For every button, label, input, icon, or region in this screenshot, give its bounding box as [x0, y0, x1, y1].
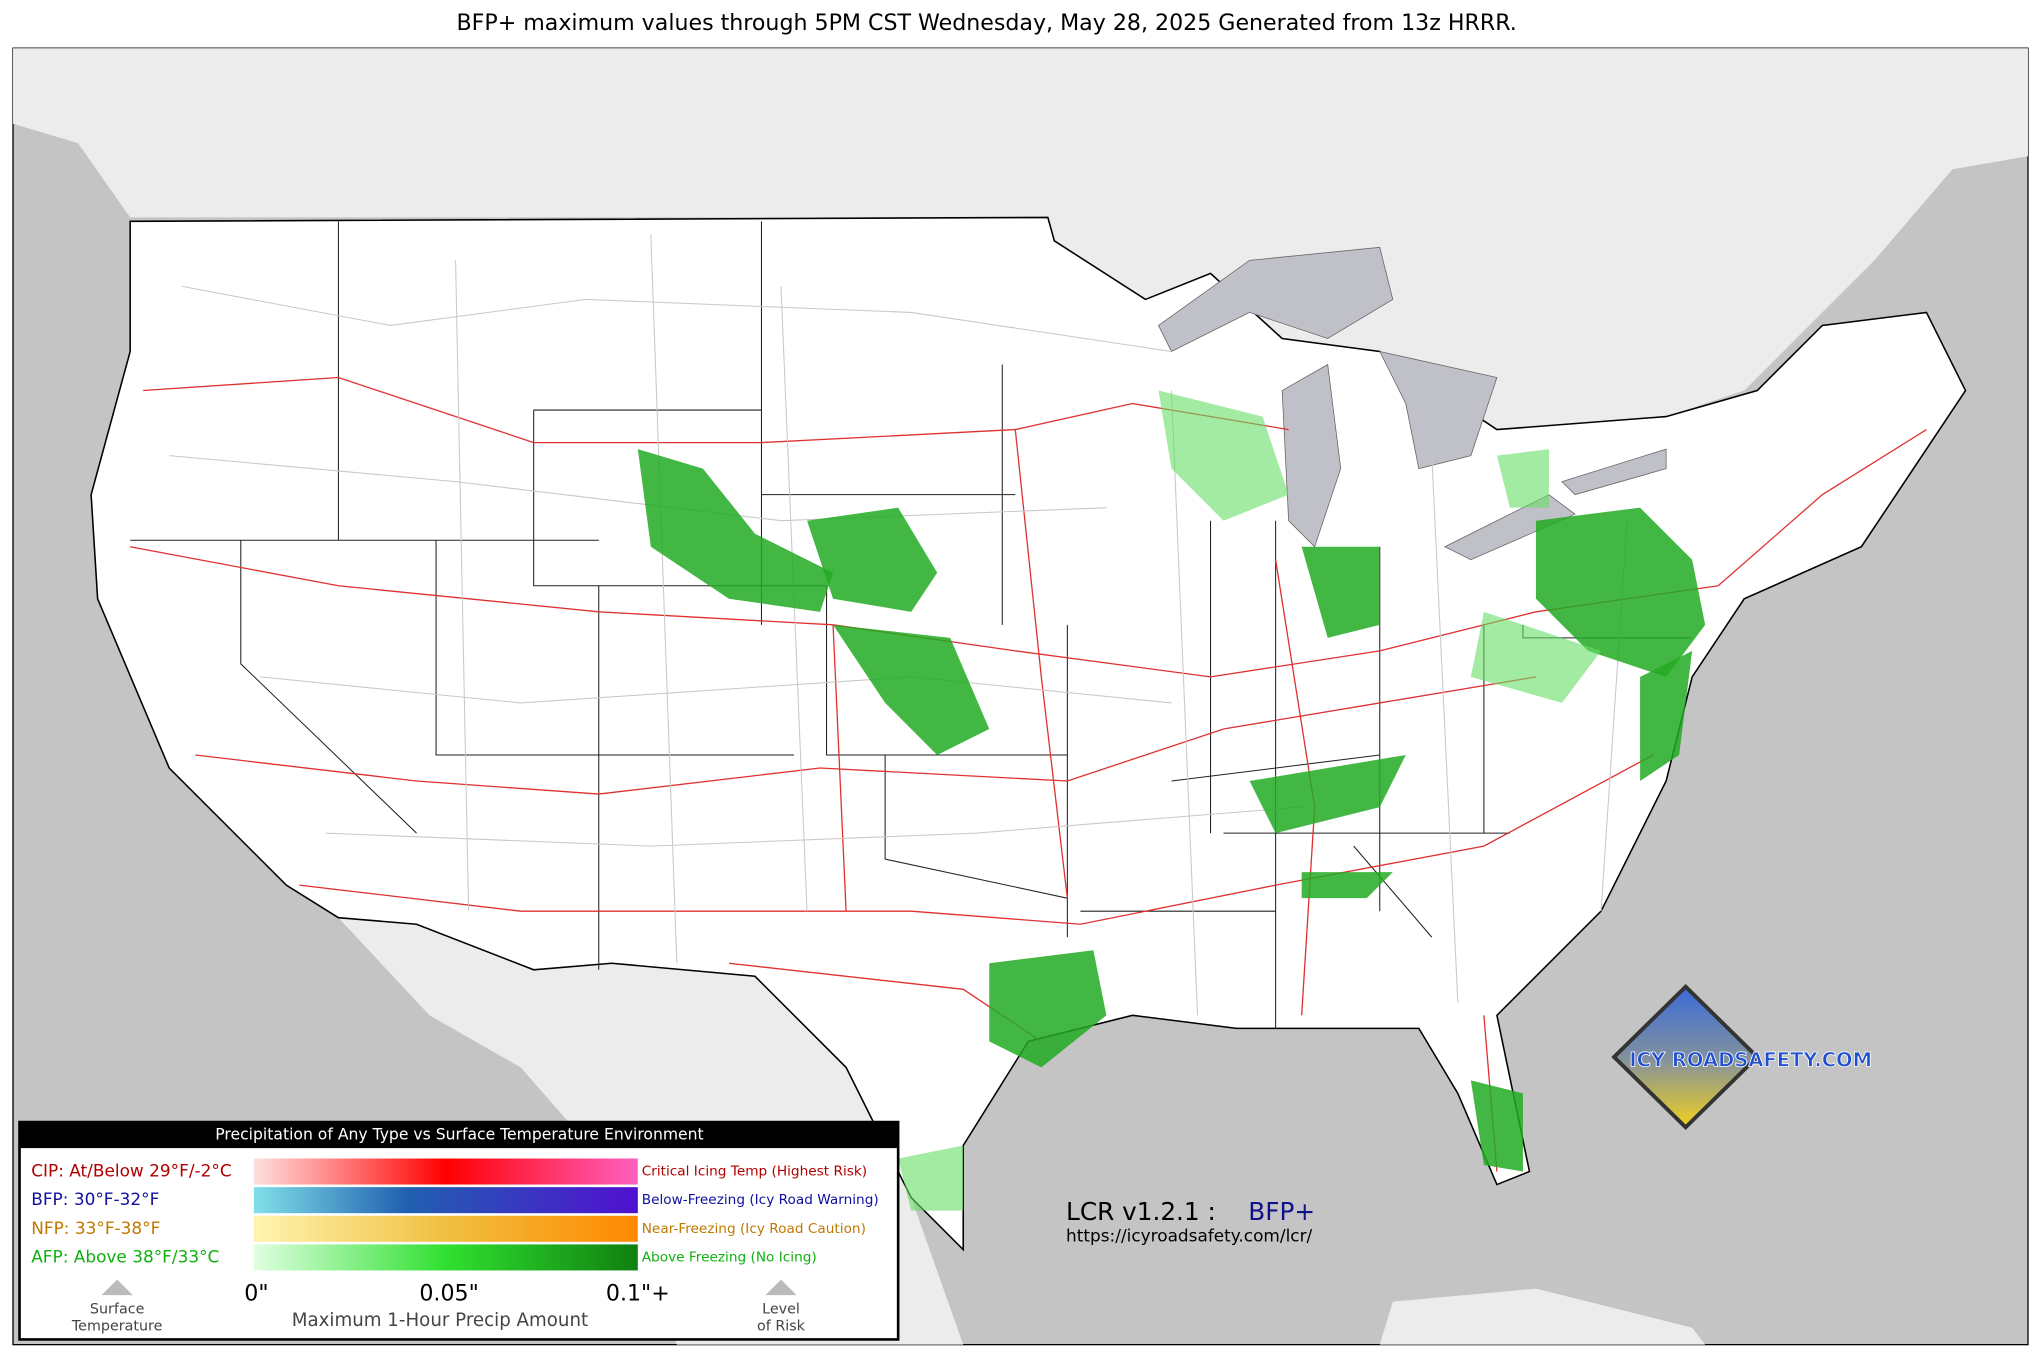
left-note: Temperature: [71, 1318, 163, 1334]
right-note: Level: [762, 1302, 800, 1318]
scale-axis-label: Maximum 1-Hour Precip Amount: [292, 1310, 588, 1331]
version: LCR v1.2.1 :: [1066, 1197, 1216, 1226]
scale-label: 0.1"+: [606, 1280, 670, 1306]
right-note: of Risk: [757, 1318, 806, 1334]
row-label: BFP: 30°F-32°F: [31, 1189, 159, 1209]
row-label: AFP: Above 38°F/33°C: [31, 1246, 219, 1266]
product-name: BFP+: [1248, 1197, 1315, 1226]
color-bar: [253, 1187, 638, 1214]
legend: Precipitation of Any Type vs Surface Tem…: [18, 1120, 900, 1341]
row-description: Above Freezing (No Icing): [642, 1249, 817, 1265]
row-description: Near-Freezing (Icy Road Caution): [642, 1221, 866, 1237]
row-label: NFP: 33°F-38°F: [31, 1218, 160, 1238]
legend-header: Precipitation of Any Type vs Surface Tem…: [215, 1126, 703, 1144]
color-bar: [253, 1158, 638, 1185]
logo-text: ICY ROADSAFETY.COM: [1629, 1048, 1872, 1071]
map-title: BFP+ maximum values through 5PM CST Wedn…: [456, 10, 1516, 36]
scale-label: 0": [244, 1280, 268, 1306]
row-label: CIP: At/Below 29°F/-2°C: [31, 1161, 231, 1181]
color-bar: [253, 1215, 638, 1242]
product-url: https://icyroadsafety.com/lcr/: [1066, 1226, 1312, 1246]
left-note: Surface: [90, 1302, 145, 1318]
logo: ICY ROADSAFETY.COM: [1611, 983, 1872, 1131]
color-bar: [253, 1244, 638, 1271]
scale-label: 0.05": [419, 1280, 478, 1306]
row-description: Critical Icing Temp (Highest Risk): [642, 1164, 867, 1180]
row-description: Below-Freezing (Icy Road Warning): [642, 1192, 879, 1208]
